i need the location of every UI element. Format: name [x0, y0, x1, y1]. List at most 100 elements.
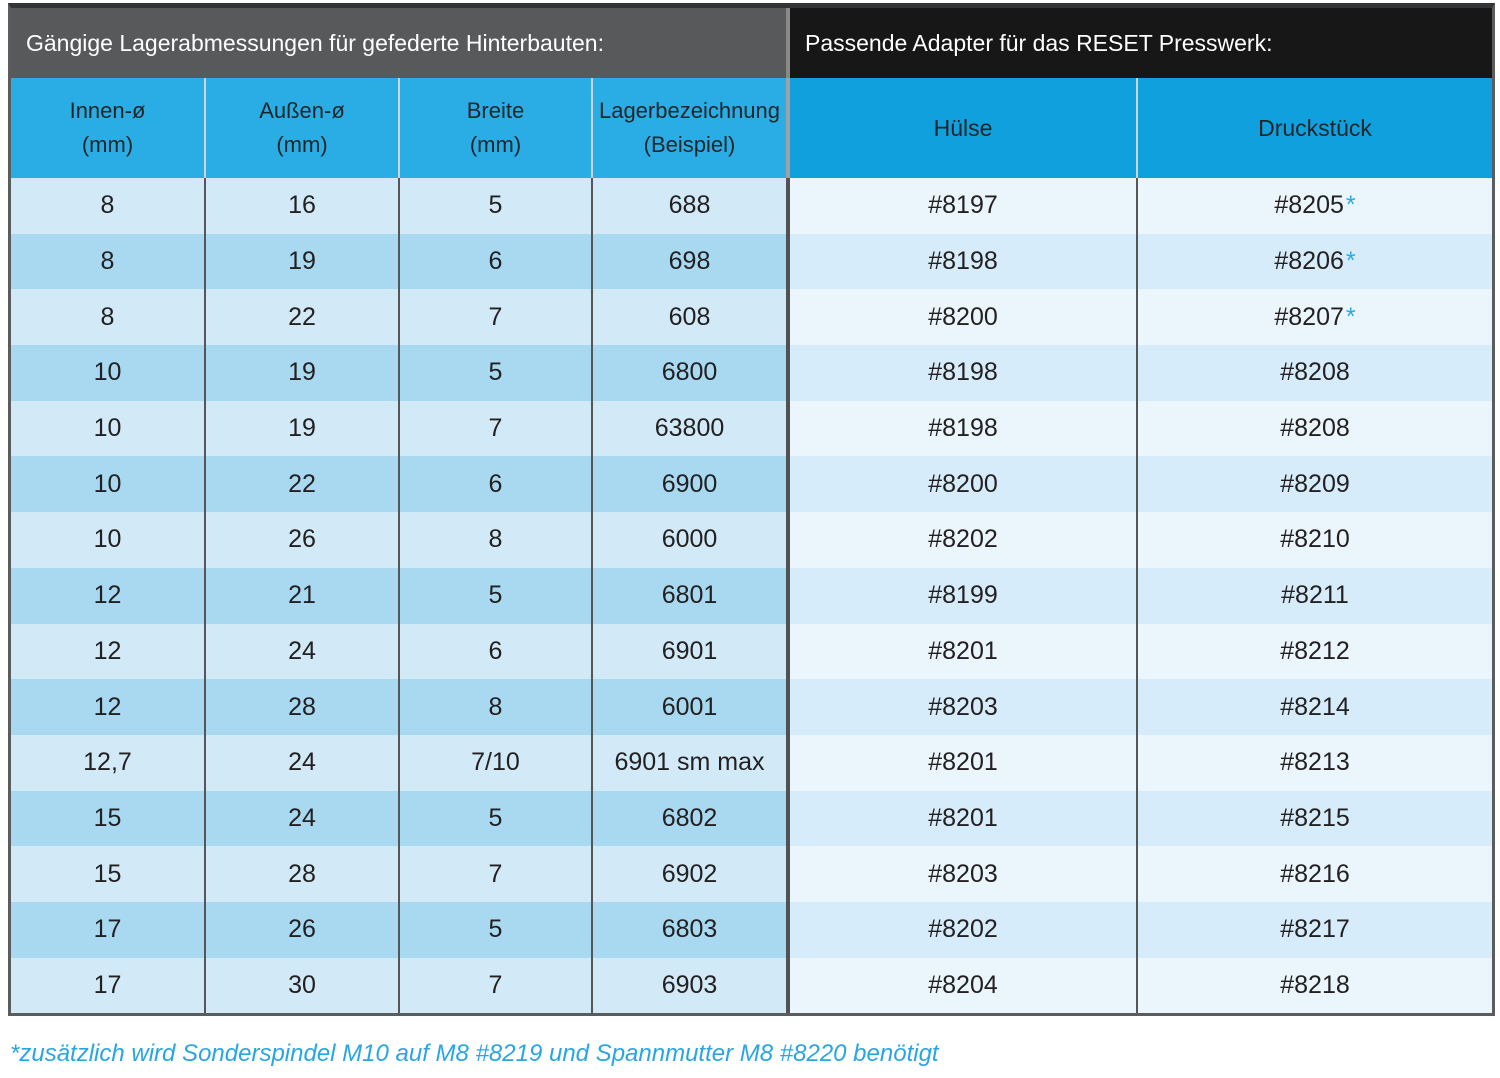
column-header-unit: (Beispiel)	[643, 132, 736, 157]
cell-aussen-durchmesser: 21	[206, 567, 400, 624]
cell-lagerbezeichnung: 6801	[593, 567, 786, 624]
cell-innen-durchmesser: 8	[11, 289, 206, 346]
cell-value: #8202	[928, 915, 998, 944]
cell-lagerbezeichnung: 6001	[593, 679, 786, 735]
cell-aussen-durchmesser: 16	[206, 178, 400, 234]
cell-value: #8198	[928, 414, 998, 443]
cell-aussen-durchmesser: 26	[206, 512, 400, 568]
cell-lagerbezeichnung: 6903	[593, 957, 786, 1014]
cell-huelse: #8203	[786, 846, 1138, 902]
cell-huelse: #8198	[786, 400, 1138, 457]
cell-breite: 7	[400, 846, 593, 902]
cell-druckstueck: #8210	[1138, 512, 1492, 568]
cell-druckstueck: #8208	[1138, 400, 1492, 457]
cell-value: 12,7	[83, 748, 132, 777]
cell-value: #8210	[1280, 525, 1350, 554]
cell-lagerbezeichnung: 6803	[593, 901, 786, 958]
cell-lagerbezeichnung: 6000	[593, 512, 786, 568]
cell-innen-durchmesser: 8	[11, 233, 206, 290]
cell-huelse: #8198	[786, 345, 1138, 401]
cell-value: #8203	[928, 859, 998, 888]
column-header-label: Breite	[466, 98, 525, 123]
cell-value: #8216	[1280, 859, 1350, 888]
cell-huelse: #8204	[786, 957, 1138, 1014]
cell-value: 5	[488, 581, 503, 610]
cell-value: #8201	[928, 803, 998, 832]
cell-breite: 6	[400, 456, 593, 513]
cell-innen-durchmesser: 10	[11, 400, 206, 457]
footnote-star-marker: *	[1345, 191, 1356, 220]
cell-innen-durchmesser: 10	[11, 512, 206, 568]
cell-value: 10	[93, 358, 122, 387]
cell-value: 6	[488, 469, 503, 498]
cell-aussen-durchmesser: 22	[206, 289, 400, 346]
cell-breite: 7	[400, 400, 593, 457]
column-header-unit: (mm)	[81, 132, 134, 157]
cell-value: 7/10	[471, 748, 520, 777]
cell-value: 12	[93, 692, 122, 721]
cell-value: 6803	[661, 915, 718, 944]
cell-value: #8202	[928, 525, 998, 554]
cell-lagerbezeichnung: 688	[593, 178, 786, 234]
cell-value: 22	[288, 469, 316, 498]
cell-value: 7	[488, 970, 503, 999]
cell-breite: 7/10	[400, 734, 593, 791]
cell-aussen-durchmesser: 28	[206, 846, 400, 902]
cell-value: 608	[668, 302, 711, 331]
cell-value: 19	[288, 414, 316, 443]
cell-value: #8217	[1280, 915, 1350, 944]
cell-innen-durchmesser: 10	[11, 345, 206, 401]
cell-lagerbezeichnung: 6900	[593, 456, 786, 513]
column-header-label: Innen-ø	[69, 98, 146, 123]
cell-value: 19	[288, 358, 316, 387]
cell-innen-durchmesser: 15	[11, 846, 206, 902]
cell-value: 8	[100, 191, 115, 220]
cell-breite: 7	[400, 289, 593, 346]
column-header-label: Außen-ø	[259, 98, 345, 123]
cell-breite: 7	[400, 957, 593, 1014]
cell-innen-durchmesser: 10	[11, 456, 206, 513]
column-header-lagerbezeichnung: Lagerbezeichnung (Beispiel)	[593, 78, 786, 178]
cell-value: #8218	[1280, 970, 1350, 999]
cell-value: 24	[288, 748, 316, 777]
cell-value: 26	[288, 525, 316, 554]
cell-huelse: #8197	[786, 178, 1138, 234]
cell-breite: 5	[400, 790, 593, 847]
column-header-huelse: Hülse	[786, 78, 1138, 178]
cell-value: 8	[488, 692, 503, 721]
cell-value: 63800	[654, 414, 725, 443]
cell-lagerbezeichnung: 698	[593, 233, 786, 290]
cell-value: 5	[488, 358, 503, 387]
cell-value: 6	[488, 636, 503, 665]
cell-breite: 6	[400, 233, 593, 290]
cell-value: 10	[93, 469, 122, 498]
cell-lagerbezeichnung: 63800	[593, 400, 786, 457]
cell-value: 12	[93, 636, 122, 665]
cell-value: #8213	[1280, 748, 1350, 777]
cell-lagerbezeichnung: 6800	[593, 345, 786, 401]
cell-value: #8212	[1280, 636, 1350, 665]
cell-breite: 8	[400, 679, 593, 735]
cell-breite: 5	[400, 901, 593, 958]
cell-huelse: #8200	[786, 289, 1138, 346]
cell-innen-durchmesser: 17	[11, 957, 206, 1014]
cell-innen-durchmesser: 12	[11, 679, 206, 735]
cell-breite: 5	[400, 178, 593, 234]
cell-lagerbezeichnung: 608	[593, 289, 786, 346]
cell-huelse: #8202	[786, 512, 1138, 568]
bearing-adapter-table: Gängige Lagerabmessungen für gefederte H…	[8, 3, 1495, 1017]
right-section-title: Passende Adapter für das RESET Presswerk…	[805, 29, 1273, 56]
cell-lagerbezeichnung: 6802	[593, 790, 786, 847]
cell-innen-durchmesser: 12	[11, 623, 206, 680]
left-section-title: Gängige Lagerabmessungen für gefederte H…	[26, 29, 604, 56]
cell-huelse: #8199	[786, 567, 1138, 624]
column-header-label: Hülse	[933, 115, 993, 141]
cell-value: 688	[668, 191, 711, 220]
right-section-title-bar: Passende Adapter für das RESET Presswerk…	[786, 8, 1492, 78]
cell-value: 6903	[661, 970, 718, 999]
cell-value: 6	[488, 247, 503, 276]
cell-value: 698	[668, 247, 711, 276]
cell-value: #8208	[1280, 358, 1350, 387]
column-header-innen: Innen-ø (mm)	[11, 78, 206, 178]
footnote: *zusätzlich wird Sonderspindel M10 auf M…	[10, 1040, 939, 1067]
